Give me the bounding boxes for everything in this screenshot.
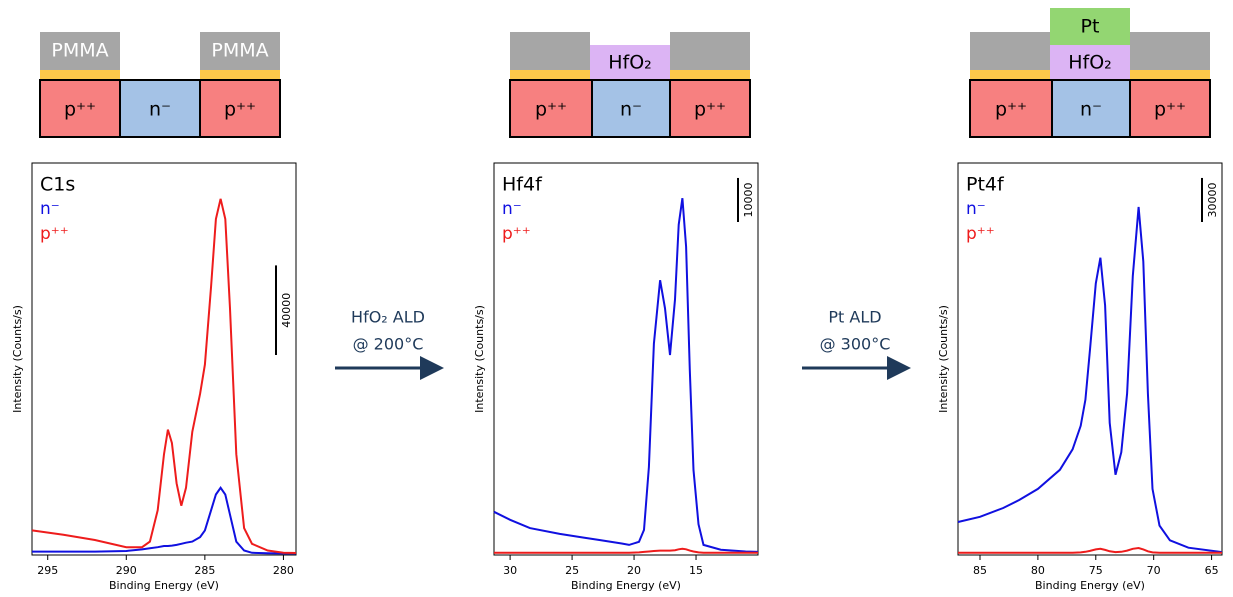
region-label: p⁺⁺ [995, 99, 1027, 121]
legend-entry: n⁻ [502, 199, 522, 219]
spectrum-line [493, 198, 759, 553]
legend-entry: n⁻ [966, 199, 986, 219]
contact [200, 70, 280, 80]
pmma-layer [40, 32, 120, 70]
p-region [1129, 79, 1211, 138]
spectrum-line [31, 198, 297, 554]
panel-title: Hf4f [502, 174, 543, 196]
x-tick-label: 70 [1147, 564, 1161, 577]
pmma-layer [970, 32, 1050, 70]
pt-layer [1050, 8, 1130, 45]
x-tick-label: 85 [973, 564, 987, 577]
legend-entry: p⁺⁺ [502, 224, 531, 244]
region-label: n⁻ [1080, 99, 1102, 121]
spectrum-line [958, 546, 1222, 554]
p-region [969, 79, 1053, 138]
y-axis-label: Intensity (Counts/s) [473, 305, 486, 413]
contact [510, 70, 590, 80]
scale-bar-label: 30000 [1206, 182, 1219, 217]
x-axis-label: Binding Energy (eV) [571, 579, 681, 592]
layer-label: HfO₂ [608, 52, 652, 74]
x-tick-label: 75 [1089, 564, 1103, 577]
plot-frame [31, 162, 297, 556]
region-label: p⁺⁺ [1154, 99, 1186, 121]
p-region [669, 79, 751, 138]
region-label: n⁻ [620, 99, 642, 121]
layer-label: PMMA [211, 40, 268, 62]
pmma-layer [510, 32, 590, 70]
schematic: Pt HfO₂ p⁺⁺ n⁻ p⁺⁺ [969, 8, 1211, 138]
plot-frame [493, 162, 759, 556]
contact [40, 70, 120, 80]
region-label: p⁺⁺ [535, 99, 567, 121]
x-tick-label: 25 [565, 564, 579, 577]
legend-entry: p⁺⁺ [40, 224, 69, 244]
step-label: @ 200°C [353, 335, 424, 354]
layer-label: Pt [1081, 16, 1100, 38]
pmma-layer [200, 32, 280, 70]
step-label: Pt ALD [828, 308, 881, 327]
n-region [591, 79, 671, 138]
y-axis-label: Intensity (Counts/s) [11, 305, 24, 413]
x-tick-label: 80 [1031, 564, 1045, 577]
x-tick-label: 295 [37, 564, 58, 577]
step-label: @ 300°C [820, 335, 891, 354]
y-axis-label: Intensity (Counts/s) [937, 305, 950, 413]
legend-entry: n⁻ [40, 199, 60, 219]
scale-bar-label: 40000 [280, 293, 293, 328]
x-tick-label: 285 [194, 564, 215, 577]
x-tick-label: 30 [503, 564, 517, 577]
p-region [199, 79, 281, 138]
panel-title: C1s [40, 174, 75, 196]
plot-frame [957, 162, 1223, 556]
x-tick-label: 280 [273, 564, 294, 577]
process-step: Pt ALD @ 300°C [802, 308, 911, 380]
x-axis-label: Binding Energy (eV) [1035, 579, 1145, 592]
hfo2-layer [590, 45, 670, 80]
schematic: HfO₂ p⁺⁺ n⁻ p⁺⁺ [509, 32, 751, 138]
n-region [1051, 79, 1131, 138]
region-label: p⁺⁺ [224, 99, 256, 121]
panel-title: Pt4f [966, 174, 1005, 196]
x-axis-label: Binding Energy (eV) [109, 579, 219, 592]
x-tick-label: 65 [1205, 564, 1219, 577]
region-label: p⁺⁺ [64, 99, 96, 121]
process-step: HfO₂ ALD @ 200°C [335, 308, 444, 380]
region-label: n⁻ [149, 99, 171, 121]
contact [670, 70, 750, 80]
x-tick-label: 290 [116, 564, 137, 577]
pmma-layer [670, 32, 750, 70]
layer-label: HfO₂ [1068, 52, 1112, 74]
x-tick-label: 20 [627, 564, 641, 577]
region-label: p⁺⁺ [694, 99, 726, 121]
x-tick-label: 15 [689, 564, 703, 577]
spectrum-line [957, 206, 1223, 554]
contact [970, 70, 1050, 80]
p-region [509, 79, 593, 138]
hfo2-layer [1050, 45, 1130, 80]
pmma-layer [1130, 32, 1210, 70]
spectrum-line [494, 547, 758, 554]
spectrum-line [32, 486, 296, 555]
contact [1130, 70, 1210, 80]
schematic: PMMA PMMA p⁺⁺ n⁻ p⁺⁺ [39, 32, 281, 138]
step-label: HfO₂ ALD [351, 308, 425, 327]
layer-label: PMMA [51, 40, 108, 62]
p-region [39, 79, 121, 138]
scale-bar-label: 10000 [742, 182, 755, 217]
legend-entry: p⁺⁺ [966, 224, 995, 244]
